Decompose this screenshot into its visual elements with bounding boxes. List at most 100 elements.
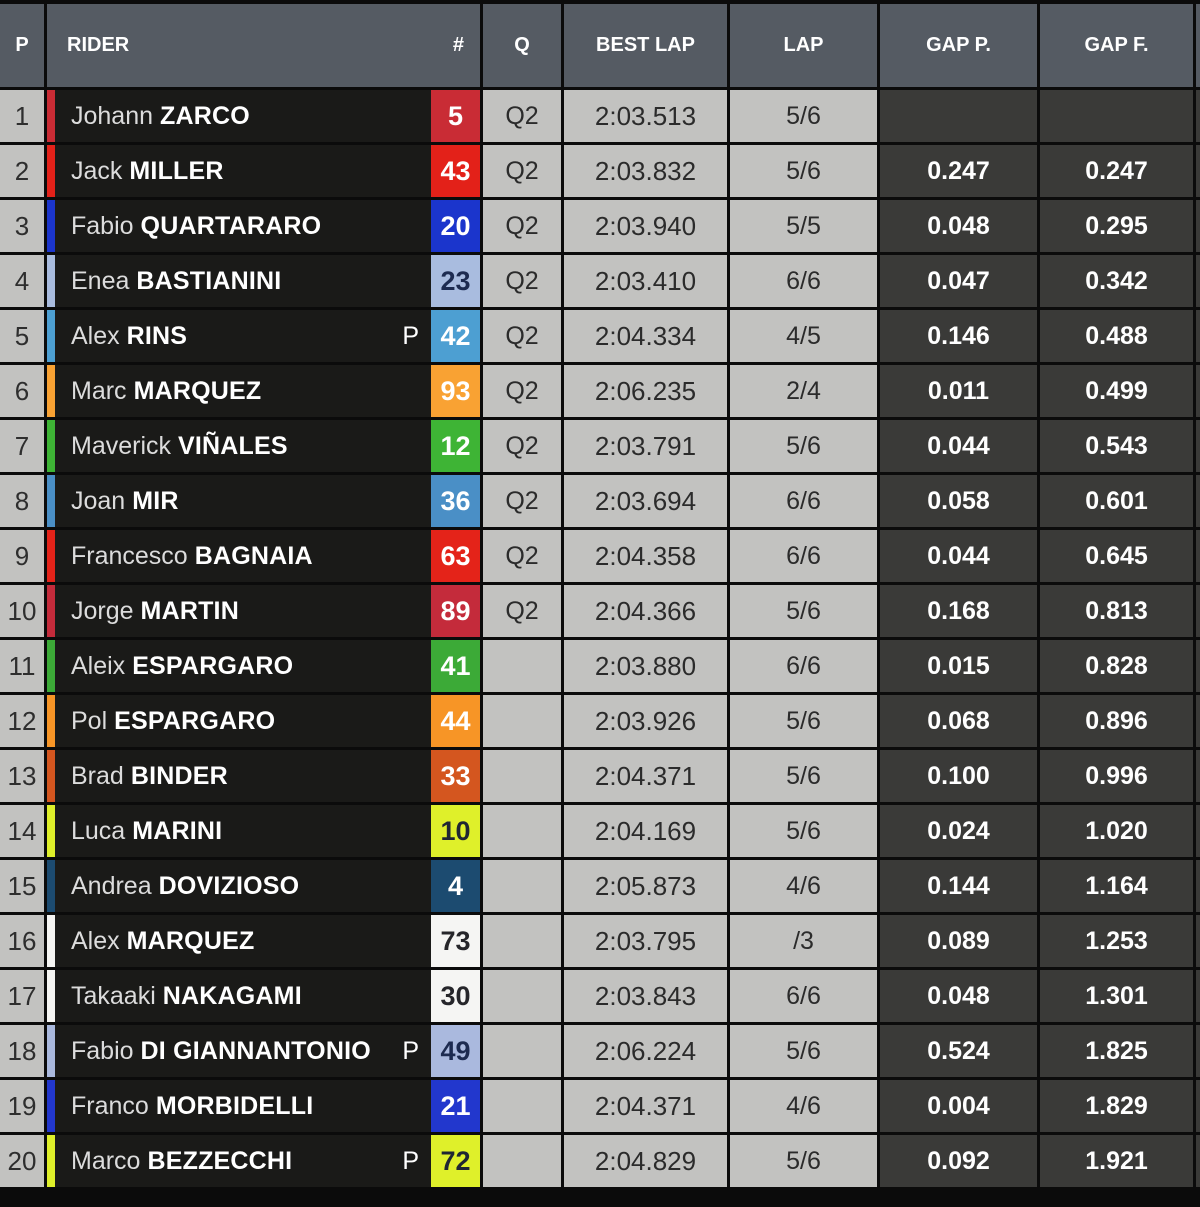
rider-number-badge: 73 (431, 915, 480, 967)
gap-first-cell: 0.645 (1040, 530, 1193, 582)
table-row[interactable]: 1 Johann ZARCO 5 Q2 2:03.513 5/6 (0, 90, 1200, 142)
table-row[interactable]: 11 Aleix ESPARGARO 41 2:03.880 6/6 0.015… (0, 640, 1200, 692)
q-session-cell: Q2 (483, 475, 561, 527)
table-row[interactable]: 6 Marc MARQUEZ 93 Q2 2:06.235 2/4 0.011 … (0, 365, 1200, 417)
gap-prev-cell: 0.024 (880, 805, 1037, 857)
lap-count-cell: 2/4 (730, 365, 877, 417)
rider-cell[interactable]: Johann ZARCO 5 (47, 90, 480, 142)
table-row[interactable]: 2 Jack MILLER 43 Q2 2:03.832 5/6 0.247 0… (0, 145, 1200, 197)
table-row[interactable]: 7 Maverick VIÑALES 12 Q2 2:03.791 5/6 0.… (0, 420, 1200, 472)
best-lap-cell: 2:05.873 (564, 860, 727, 912)
rider-last-name: BEZZECCHI (147, 1146, 293, 1175)
rider-last-name: VIÑALES (178, 431, 288, 460)
team-color-stripe (47, 1080, 55, 1132)
rider-cell[interactable]: Aleix ESPARGARO 41 (47, 640, 480, 692)
table-row[interactable]: 16 Alex MARQUEZ 73 2:03.795 /3 0.089 1.2… (0, 915, 1200, 967)
rider-cell[interactable]: Fabio DI GIANNANTONIO P 49 (47, 1025, 480, 1077)
gap-prev-cell: 0.089 (880, 915, 1037, 967)
q-session-cell (483, 750, 561, 802)
team-color-stripe (47, 915, 55, 967)
rider-last-name: BAGNAIA (194, 541, 313, 570)
best-lap-cell: 2:04.371 (564, 750, 727, 802)
gap-first-cell: 0.896 (1040, 695, 1193, 747)
position-cell: 14 (0, 805, 44, 857)
gap-prev-cell (880, 90, 1037, 142)
table-row[interactable]: 17 Takaaki NAKAGAMI 30 2:03.843 6/6 0.04… (0, 970, 1200, 1022)
table-row[interactable]: 8 Joan MIR 36 Q2 2:03.694 6/6 0.058 0.60… (0, 475, 1200, 527)
rider-cell[interactable]: Francesco BAGNAIA 63 (47, 530, 480, 582)
table-row[interactable]: 15 Andrea DOVIZIOSO 4 2:05.873 4/6 0.144… (0, 860, 1200, 912)
column-header-rider[interactable]: RIDER # (47, 4, 480, 87)
rider-first-name: Franco (71, 1091, 149, 1120)
rookie-marker: P (402, 321, 419, 350)
lap-count-cell: /3 (730, 915, 877, 967)
rider-cell[interactable]: Jorge MARTIN 89 (47, 585, 480, 637)
table-body: 1 Johann ZARCO 5 Q2 2:03.513 5/6 2 Jack … (0, 90, 1200, 1187)
table-row[interactable]: 10 Jorge MARTIN 89 Q2 2:04.366 5/6 0.168… (0, 585, 1200, 637)
gap-prev-cell: 0.068 (880, 695, 1037, 747)
column-header-q[interactable]: Q (483, 4, 561, 87)
table-row[interactable]: 19 Franco MORBIDELLI 21 2:04.371 4/6 0.0… (0, 1080, 1200, 1132)
rider-cell[interactable]: Maverick VIÑALES 12 (47, 420, 480, 472)
rider-cell[interactable]: Fabio QUARTARARO 20 (47, 200, 480, 252)
rider-last-name: QUARTARARO (140, 211, 322, 240)
table-row[interactable]: 18 Fabio DI GIANNANTONIO P 49 2:06.224 5… (0, 1025, 1200, 1077)
rider-last-name: MARTIN (140, 596, 239, 625)
rider-cell[interactable]: Enea BASTIANINI 23 (47, 255, 480, 307)
column-header-gap-prev[interactable]: GAP P. (880, 4, 1037, 87)
gap-prev-cell: 0.092 (880, 1135, 1037, 1187)
gap-prev-cell: 0.048 (880, 970, 1037, 1022)
position-cell: 9 (0, 530, 44, 582)
gap-first-cell: 0.247 (1040, 145, 1193, 197)
table-row[interactable]: 3 Fabio QUARTARARO 20 Q2 2:03.940 5/5 0.… (0, 200, 1200, 252)
rider-last-name: MORBIDELLI (155, 1091, 314, 1120)
rider-cell[interactable]: Jack MILLER 43 (47, 145, 480, 197)
rider-number-badge: 63 (431, 530, 480, 582)
table-row[interactable]: 14 Luca MARINI 10 2:04.169 5/6 0.024 1.0… (0, 805, 1200, 857)
rider-cell[interactable]: Alex RINS P 42 (47, 310, 480, 362)
q-session-cell (483, 915, 561, 967)
lap-count-cell: 6/6 (730, 970, 877, 1022)
rider-cell[interactable]: Marc MARQUEZ 93 (47, 365, 480, 417)
q-session-cell (483, 1025, 561, 1077)
rider-cell[interactable]: Luca MARINI 10 (47, 805, 480, 857)
rider-first-name: Luca (71, 816, 126, 845)
rider-first-name: Aleix (71, 651, 126, 680)
team-color-stripe (47, 640, 55, 692)
rider-cell[interactable]: Alex MARQUEZ 73 (47, 915, 480, 967)
row-edge-sliver (1196, 310, 1200, 362)
column-header-best-lap[interactable]: BEST LAP (564, 4, 727, 87)
table-row[interactable]: 13 Brad BINDER 33 2:04.371 5/6 0.100 0.9… (0, 750, 1200, 802)
column-header-position[interactable]: P (0, 4, 44, 87)
table-row[interactable]: 9 Francesco BAGNAIA 63 Q2 2:04.358 6/6 0… (0, 530, 1200, 582)
best-lap-cell: 2:04.169 (564, 805, 727, 857)
table-header-row: P RIDER # Q BEST LAP LAP GAP P. GAP F. (0, 4, 1200, 87)
q-session-cell: Q2 (483, 90, 561, 142)
rider-number-badge: 23 (431, 255, 480, 307)
column-header-gap-first[interactable]: GAP F. (1040, 4, 1193, 87)
rider-cell[interactable]: Andrea DOVIZIOSO 4 (47, 860, 480, 912)
rider-cell[interactable]: Marco BEZZECCHI P 72 (47, 1135, 480, 1187)
table-row[interactable]: 5 Alex RINS P 42 Q2 2:04.334 4/5 0.146 0… (0, 310, 1200, 362)
rider-cell[interactable]: Franco MORBIDELLI 21 (47, 1080, 480, 1132)
table-row[interactable]: 12 Pol ESPARGARO 44 2:03.926 5/6 0.068 0… (0, 695, 1200, 747)
lap-count-cell: 5/6 (730, 750, 877, 802)
position-cell: 4 (0, 255, 44, 307)
rider-cell[interactable]: Joan MIR 36 (47, 475, 480, 527)
position-cell: 8 (0, 475, 44, 527)
row-edge-sliver (1196, 915, 1200, 967)
rider-number-badge: 72 (431, 1135, 480, 1187)
table-row[interactable]: 4 Enea BASTIANINI 23 Q2 2:03.410 6/6 0.0… (0, 255, 1200, 307)
rider-number-badge: 93 (431, 365, 480, 417)
table-row[interactable]: 20 Marco BEZZECCHI P 72 2:04.829 5/6 0.0… (0, 1135, 1200, 1187)
rider-last-name: BASTIANINI (136, 266, 282, 295)
rider-last-name: ZARCO (160, 101, 250, 130)
lap-count-cell: 4/5 (730, 310, 877, 362)
rider-cell[interactable]: Brad BINDER 33 (47, 750, 480, 802)
rider-first-name: Andrea (71, 871, 152, 900)
rider-cell[interactable]: Pol ESPARGARO 44 (47, 695, 480, 747)
rider-cell[interactable]: Takaaki NAKAGAMI 30 (47, 970, 480, 1022)
rookie-marker: P (402, 1146, 419, 1175)
lap-count-cell: 5/6 (730, 585, 877, 637)
column-header-lap[interactable]: LAP (730, 4, 877, 87)
